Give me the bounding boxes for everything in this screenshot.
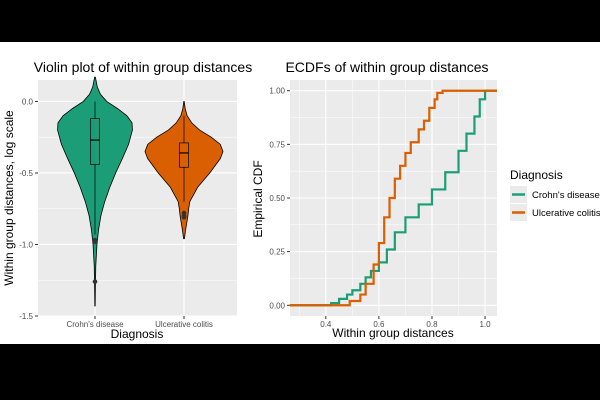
violin-x-tick-label: Ulcerative colitis <box>155 320 213 329</box>
ecdf-series-line <box>290 89 497 307</box>
legend-label-uc: Ulcerative colitis <box>532 208 600 219</box>
violin-title: Violin plot of within group distances <box>34 59 252 75</box>
legend: Diagnosis Crohn's disease Ulcerative col… <box>510 168 600 221</box>
ecdf-gridlines <box>290 80 497 316</box>
ecdf-x-axis-label: Within group distances <box>332 326 453 340</box>
violin-y-ticks: -1.5 -1.0 -0.5 0.0 <box>19 97 38 321</box>
ecdf-x-tick-label: 0.8 <box>426 320 438 329</box>
ecdf-x-tick-label: 0.4 <box>320 320 332 329</box>
ecdf-y-tick-label: 0.75 <box>269 140 285 149</box>
ecdf-y-tick-label: 0.25 <box>269 248 285 257</box>
box-outlier <box>181 215 187 220</box>
box-outlier <box>92 239 98 244</box>
box-outlier <box>92 279 98 284</box>
ecdf-chart: ECDFs of within group distances 0.00 0.25… <box>251 59 497 340</box>
legend-label-crohn: Crohn's disease <box>532 190 600 201</box>
ecdf-x-tick-label: 1.0 <box>479 320 491 329</box>
violin-y-tick-label: -1.0 <box>19 240 33 249</box>
violin-y-axis-label: Within group distances, log scale <box>2 110 16 286</box>
violin-y-tick-label: -0.5 <box>19 169 33 178</box>
ecdf-x-tick-label: 0.6 <box>373 320 385 329</box>
violin-x-tick-label: Crohn's disease <box>66 320 124 329</box>
ecdf-series-line <box>290 89 497 307</box>
violin-shapes <box>57 76 224 307</box>
violin-y-tick-label: -1.5 <box>19 312 33 321</box>
violin-x-ticks: Crohn's disease Ulcerative colitis <box>66 316 213 329</box>
violin-x-axis-label: Diagnosis <box>111 327 164 341</box>
ecdf-y-tick-label: 0.50 <box>269 194 285 203</box>
violin-chart: Violin plot of within group distances -1… <box>2 59 252 341</box>
box-iqr <box>179 142 189 168</box>
ecdf-title: ECDFs of within group distances <box>285 59 488 75</box>
ecdf-y-ticks: 0.00 0.25 0.50 0.75 1.00 <box>269 87 290 310</box>
ecdf-y-tick-label: 0.00 <box>269 301 285 310</box>
ecdf-y-tick-label: 1.00 <box>269 87 285 96</box>
violin-y-tick-label: 0.0 <box>22 97 34 106</box>
legend-title: Diagnosis <box>510 168 563 182</box>
ecdf-y-axis-label: Empirical CDF <box>251 160 265 237</box>
box-iqr <box>90 118 100 165</box>
ecdf-x-ticks: 0.4 0.6 0.8 1.0 <box>320 316 491 329</box>
ecdf-lines <box>290 89 497 307</box>
